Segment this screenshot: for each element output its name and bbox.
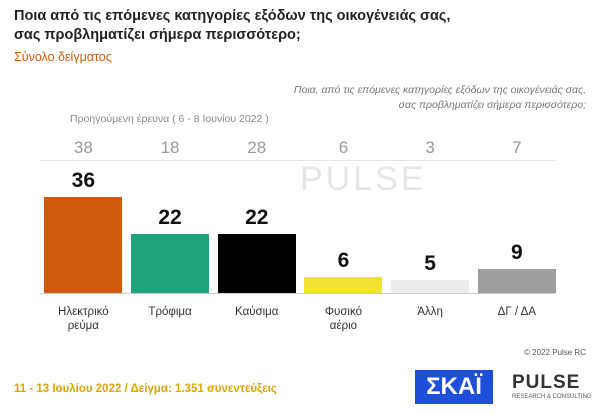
footer: 11 - 13 Ιουλίου 2022 / Δείγμα: 1.351 συν… — [14, 383, 277, 395]
pulse-logo-sub: RESEARCH & CONSULTING — [512, 394, 592, 400]
previous-value: 7 — [512, 138, 522, 157]
value-label: 22 — [245, 206, 269, 230]
value-label: 5 — [424, 251, 436, 275]
category-label: Καύσιμα — [235, 306, 279, 318]
pulse-logo: PULSE — [512, 372, 581, 393]
subtitle: Σύνολο δείγματος — [14, 50, 112, 64]
bar — [217, 234, 296, 293]
bar — [44, 196, 123, 293]
title: σας προβληματίζει σήμερα περισσότερο; — [14, 27, 301, 43]
bar — [391, 279, 470, 293]
watermark: PULSE — [300, 160, 427, 198]
bar — [304, 276, 383, 293]
previous-value: 28 — [247, 138, 267, 157]
question: σας προβληματίζει σήμερα περισσότερο; — [398, 99, 586, 111]
bar — [131, 234, 210, 293]
value-label: 36 — [71, 168, 96, 192]
value-label: 6 — [337, 248, 350, 272]
previous-value: 3 — [425, 138, 435, 157]
previous-value: 38 — [73, 138, 93, 157]
value-label: 9 — [511, 240, 523, 264]
category-label: Ηλεκτρικό ρεύμα — [58, 306, 109, 332]
value-label: 22 — [158, 206, 182, 230]
copyright: © 2022 Pulse RC — [524, 348, 586, 357]
separator — [40, 160, 555, 161]
category-label: Τρόφιμα — [148, 306, 192, 318]
baseline — [40, 293, 555, 294]
skai-logo: ΣΚΑΪ — [415, 370, 493, 404]
previous-label: Προηγούμενη έρευνα ( 6 - 8 Ιουνίου 2022 … — [70, 113, 269, 125]
bar — [477, 268, 556, 293]
previous-value: 18 — [160, 138, 180, 157]
title: Ποια από τις επόμενες κατηγορίες εξόδων … — [14, 8, 451, 24]
category-label: ΔΓ / ΔΑ — [497, 306, 536, 318]
previous-value: 6 — [338, 138, 349, 157]
category-label: Φυσικό αέριο — [324, 306, 362, 332]
question: Ποια, από τις επόμενες κατηγορίες εξόδων… — [293, 84, 586, 96]
category-label: Άλλη — [417, 306, 443, 318]
